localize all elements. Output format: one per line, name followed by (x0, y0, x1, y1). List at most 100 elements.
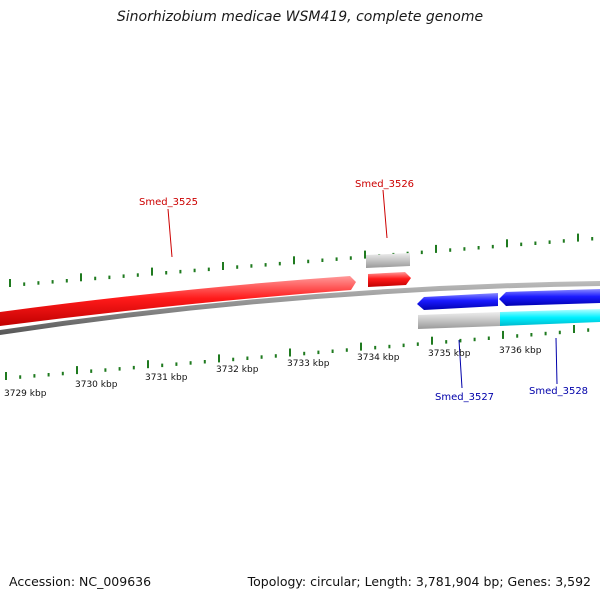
ruler-minor-tick (307, 259, 310, 264)
ruler-minor-tick (345, 348, 348, 352)
ruler-minor-tick (246, 356, 249, 360)
ruler-minor-tick (118, 367, 121, 371)
ruler-minor-tick (416, 342, 419, 346)
ruler-minor-tick (459, 338, 462, 343)
ruler-major-tick (80, 273, 82, 282)
ruler-minor-tick (349, 256, 352, 260)
ruler-minor-tick (90, 369, 93, 373)
ruler-minor-tick (331, 349, 334, 353)
ruler-minor-tick (236, 265, 239, 269)
ruler-major-tick (9, 279, 11, 287)
map-title: Sinorhizobium medicae WSM419, complete g… (116, 9, 484, 25)
gene-label-smed-3526[interactable]: Smed_3526 (355, 179, 414, 190)
gene-smed-3526-leader (382, 189, 388, 239)
gene-label-smed-3528[interactable]: Smed_3528 (529, 386, 588, 397)
ruler-minor-tick (65, 279, 68, 283)
outer-tick-row (9, 233, 594, 287)
ruler-minor-tick (587, 328, 590, 332)
ruler-minor-tick (260, 355, 263, 359)
gene-smed-3526-feature[interactable] (368, 272, 411, 287)
topology-summary: Topology: circular; Length: 3,781,904 bp… (247, 574, 591, 589)
ruler-major-tick (5, 372, 7, 380)
ruler-minor-tick (37, 281, 40, 285)
ruler-minor-tick (189, 361, 192, 365)
gene-smed-3528-light-feature (500, 309, 600, 326)
ruler-major-tick (431, 336, 433, 345)
ruler-major-tick (293, 256, 295, 265)
ruler-major-tick (577, 233, 579, 242)
ruler-major-tick (364, 250, 366, 259)
ruler-minor-tick (203, 360, 206, 364)
ruler-label: 3734 kbp (357, 353, 400, 363)
ruler-minor-tick (534, 241, 537, 245)
ruler-minor-tick (122, 274, 125, 278)
ruler-minor-tick (161, 363, 164, 368)
ruler-major-tick (506, 239, 508, 248)
ruler-minor-tick (530, 333, 533, 337)
ruler-minor-tick (232, 357, 235, 362)
ruler-minor-tick (445, 340, 448, 344)
gene-smed-3527-placeholder-feature (418, 312, 500, 329)
ruler-major-tick (289, 348, 291, 357)
ruler-minor-tick (179, 269, 182, 274)
ruler-minor-tick (303, 351, 306, 356)
ruler-minor-tick (317, 350, 320, 355)
ruler-major-tick (147, 360, 149, 369)
inner-tick-row (5, 325, 590, 380)
gene-smed-3525-feature[interactable] (0, 276, 356, 326)
ruler-label: 3735 kbp (428, 349, 471, 359)
ruler-minor-tick (274, 354, 277, 358)
ruler-minor-tick (108, 275, 111, 280)
ruler-major-tick (76, 366, 78, 375)
ruler-minor-tick (175, 362, 178, 366)
ruler-major-tick (360, 342, 362, 351)
accession-label: Accession: NC_009636 (9, 574, 152, 589)
ruler-minor-tick (61, 371, 64, 376)
ruler-minor-tick (321, 258, 324, 262)
ruler-minor-tick (558, 330, 561, 335)
ruler-minor-tick (491, 244, 494, 249)
ruler-minor-tick (520, 242, 523, 247)
gene-smed-3528-feature[interactable] (499, 289, 600, 306)
ruler-minor-tick (207, 267, 210, 272)
gene-smed-3525-placeholder-feature (366, 253, 410, 268)
ruler-minor-tick (473, 337, 476, 342)
ruler-major-tick (435, 244, 437, 253)
ruler-minor-tick (388, 344, 391, 349)
ruler-minor-tick (544, 331, 547, 336)
ruler-label: 3729 kbp (4, 389, 47, 399)
ruler-label: 3730 kbp (75, 380, 118, 390)
ruler-minor-tick (562, 239, 565, 243)
ruler-minor-tick (33, 374, 36, 378)
gene-smed-3527-leader (458, 339, 463, 389)
ruler-minor-tick (278, 261, 281, 266)
ruler-major-tick (573, 325, 575, 333)
ruler-major-tick (502, 330, 504, 339)
ruler-minor-tick (165, 271, 168, 275)
ruler-minor-tick (487, 336, 490, 340)
gene-label-smed-3525[interactable]: Smed_3525 (139, 197, 198, 208)
ruler-minor-tick (591, 237, 594, 241)
ruler-minor-tick (402, 343, 405, 348)
ruler-major-tick (222, 262, 224, 270)
gene-smed-3527-feature[interactable] (417, 293, 498, 310)
gene-smed-3525-leader (167, 208, 173, 258)
ruler-minor-tick (104, 368, 107, 372)
ruler-minor-tick (264, 263, 267, 267)
ruler-minor-tick (94, 276, 97, 281)
ruler-minor-tick (193, 268, 196, 273)
ruler-label: 3732 kbp (216, 365, 259, 375)
ruler-minor-tick (132, 365, 135, 370)
ruler-minor-tick (335, 257, 338, 261)
ruler-minor-tick (51, 280, 54, 284)
ruler-minor-tick (477, 246, 480, 250)
gene-smed-3528-leader (555, 337, 558, 385)
ruler-label: 3733 kbp (287, 359, 330, 369)
gene-label-smed-3527[interactable]: Smed_3527 (435, 392, 494, 403)
ruler-minor-tick (23, 282, 26, 286)
ruler-major-tick (151, 267, 153, 276)
ruler-minor-tick (136, 273, 139, 277)
ruler-minor-tick (548, 240, 551, 244)
ruler-label: 3731 kbp (145, 373, 188, 383)
